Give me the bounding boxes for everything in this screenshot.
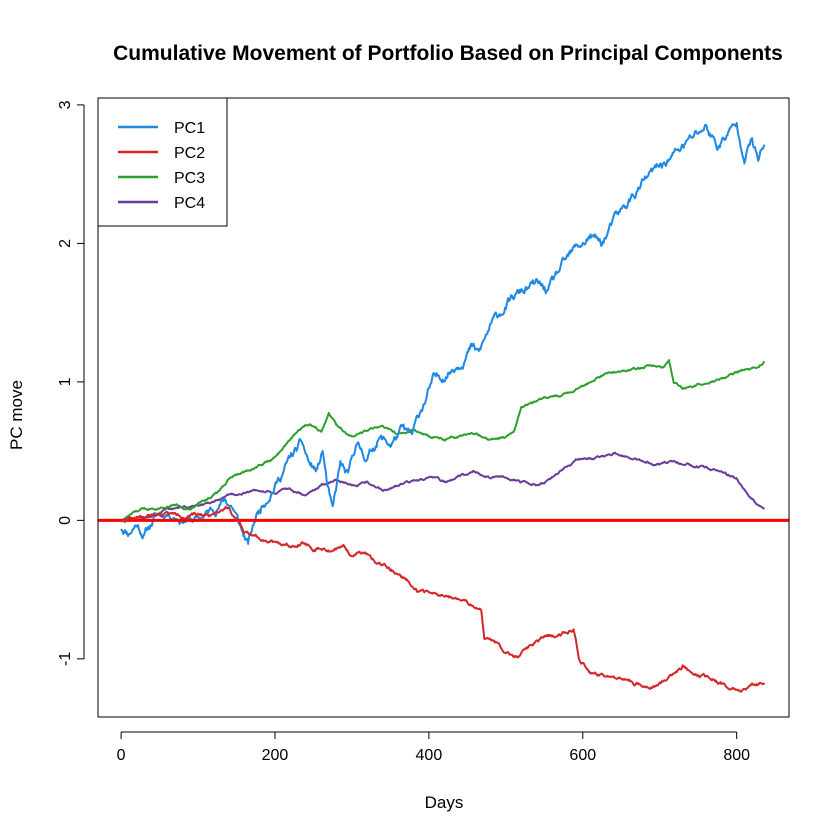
series-line-pc2: [120, 505, 766, 693]
x-tick-label: 600: [569, 747, 596, 764]
legend-label-pc1: PC1: [174, 120, 205, 137]
legend-label-pc4: PC4: [174, 195, 205, 212]
x-axis-label: Days: [425, 793, 464, 812]
legend-box: [97, 97, 228, 227]
legend: PC1 PC2 PC3 PC4: [97, 97, 228, 227]
series-line-pc3: [120, 359, 766, 522]
y-axis-label: PC move: [7, 380, 26, 450]
plot-area: [98, 122, 789, 693]
y-tick-label: -1: [57, 652, 74, 666]
plot-frame: [97, 97, 790, 718]
x-tick-label: 0: [117, 747, 126, 764]
y-tick-label: 3: [57, 100, 74, 109]
x-tick-label: 800: [723, 747, 750, 764]
x-tick-label: 200: [262, 747, 289, 764]
chart-title: Cumulative Movement of Portfolio Based o…: [113, 42, 783, 65]
legend-label-pc2: PC2: [174, 145, 205, 162]
axes: 0 200 400 600 800 -1 0 1 2 3: [57, 100, 750, 764]
series-line-pc1: [120, 122, 766, 545]
series-line-pc4: [120, 451, 765, 522]
y-tick-label: 2: [57, 239, 74, 248]
legend-label-pc3: PC3: [174, 170, 205, 187]
y-tick-label: 0: [57, 516, 74, 525]
y-tick-label: 1: [57, 377, 74, 386]
x-tick-label: 400: [416, 747, 443, 764]
